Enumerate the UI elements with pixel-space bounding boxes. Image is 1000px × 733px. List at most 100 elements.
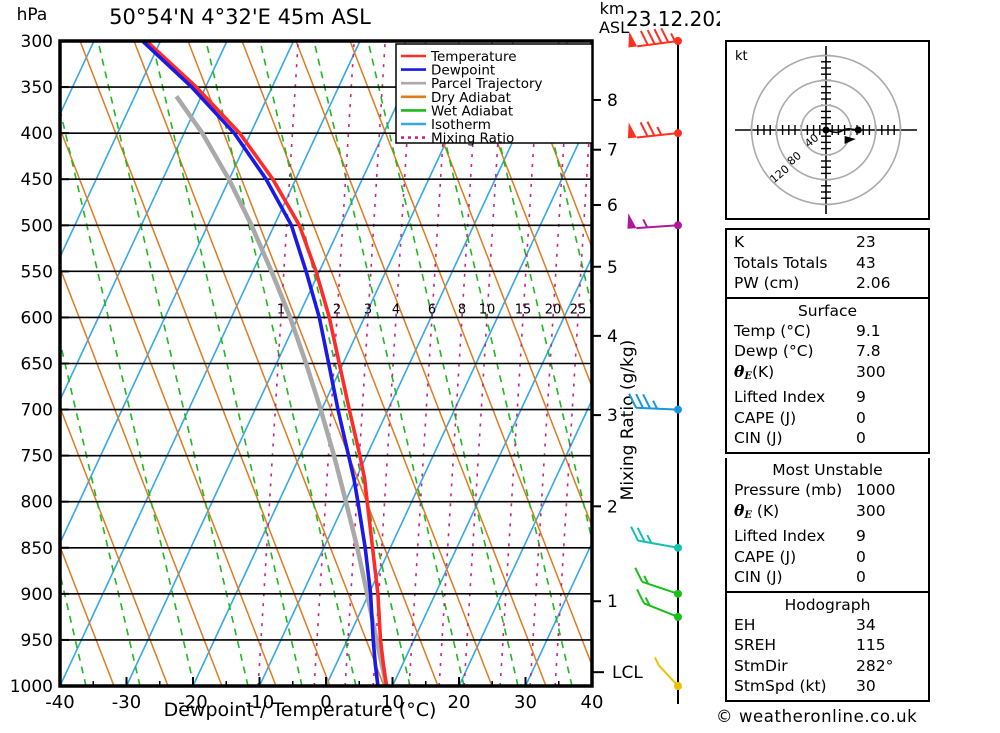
legend-label: Dewpoint bbox=[431, 63, 495, 79]
wind-barb-shaft bbox=[636, 224, 679, 230]
dry-adiabat-line bbox=[511, 41, 592, 250]
surface-row: Temp (°C) 9.1 bbox=[727, 321, 928, 342]
wind-barb-half bbox=[644, 597, 651, 607]
hodograph-stat-row: StmDir 282° bbox=[727, 656, 928, 677]
most-unstable-title: Most Unstable bbox=[772, 461, 883, 479]
mixing-ratio-label: 25 bbox=[570, 302, 587, 317]
km-tick-label: 6 bbox=[607, 196, 618, 216]
pressure-unit-label: hPa bbox=[17, 5, 48, 25]
km-tick-label: 8 bbox=[607, 91, 618, 111]
hodograph-ring-label: 40 bbox=[802, 131, 821, 150]
km-tick-label: 3 bbox=[607, 406, 618, 426]
lcl-label: LCL bbox=[612, 663, 643, 683]
mixing-ratio-axis-title: Mixing Ratio (g/kg) bbox=[618, 340, 638, 501]
pressure-tick-label: 600 bbox=[21, 308, 53, 328]
temperature-tick-label: 40 bbox=[581, 692, 604, 713]
wind-barb bbox=[654, 656, 682, 690]
surface-value: 7.8 bbox=[856, 342, 881, 360]
parcel-trajectory-curve bbox=[174, 95, 389, 686]
wind-barb-pennant bbox=[627, 213, 637, 229]
wind-barb-full bbox=[635, 393, 645, 409]
most-unstable-row: CAPE (J) 0 bbox=[727, 547, 928, 568]
wind-barb-full bbox=[639, 121, 649, 137]
hodograph-origin-marker bbox=[822, 126, 830, 134]
dry-adiabat-line bbox=[60, 405, 169, 686]
most-unstable-label: CAPE (J) bbox=[734, 547, 797, 566]
wind-barb-half bbox=[670, 32, 676, 42]
indices-panel: K 23 Totals Totals 43 PW (cm) 2.06 Surface Te… bbox=[725, 228, 930, 454]
mixing-ratio-label: 3 bbox=[364, 302, 372, 317]
hodograph-ring-label: 120 bbox=[767, 162, 791, 185]
surface-value: 0 bbox=[856, 429, 866, 447]
hodograph-panel: 40 80 120 kt bbox=[725, 40, 930, 220]
most-unstable-label: Lifted Index bbox=[734, 527, 826, 545]
hodograph-storm-motion-arrow bbox=[844, 136, 856, 144]
pressure-tick-label: 550 bbox=[21, 262, 53, 282]
wind-barb-shaft bbox=[658, 664, 679, 687]
pressure-tick-label: 450 bbox=[21, 170, 53, 190]
index-value: 43 bbox=[856, 253, 876, 272]
wind-barb-full bbox=[628, 393, 638, 409]
km-tick-label: 2 bbox=[607, 497, 618, 517]
background-lines-group bbox=[60, 41, 721, 686]
temperature-tick-label: -30 bbox=[112, 692, 141, 713]
mixing-ratio-label: 1 bbox=[277, 302, 285, 317]
pressure-tick-label: 650 bbox=[21, 355, 53, 375]
wind-barb-full bbox=[646, 29, 656, 45]
copyright-credit: © weatheronline.co.uk bbox=[716, 707, 918, 726]
isotherm-line bbox=[458, 398, 592, 686]
mixing-ratio-label: 6 bbox=[428, 302, 436, 317]
wind-barb bbox=[628, 27, 682, 48]
legend-label: Dry Adiabat bbox=[431, 90, 511, 106]
pressure-tick-label: 850 bbox=[21, 539, 53, 559]
legend-label: Wet Adiabat bbox=[431, 103, 513, 119]
legend-label: Temperature bbox=[430, 49, 517, 65]
asl-unit-label: ASL bbox=[599, 18, 629, 37]
wind-barb-shaft bbox=[636, 132, 679, 139]
wind-barb bbox=[636, 588, 682, 621]
wind-barb-shaft bbox=[637, 40, 679, 48]
surface-label: Lifted Index bbox=[734, 388, 826, 406]
mixing-ratio-label: 20 bbox=[545, 302, 562, 317]
most-unstable-value: 0 bbox=[856, 568, 866, 586]
temperature-tick-label: 0 bbox=[320, 692, 331, 713]
surface-value: 9 bbox=[856, 388, 866, 406]
hodograph-stat-label: StmDir bbox=[734, 656, 788, 675]
hodograph-end-marker bbox=[854, 126, 862, 134]
hodograph-stat-value: 34 bbox=[856, 615, 876, 634]
isotherm-line bbox=[60, 41, 162, 259]
temperature-tick-label: 10 bbox=[381, 692, 404, 713]
mixing-ratio-label: 15 bbox=[515, 302, 532, 317]
hodograph-stats-title: Hodograph bbox=[784, 595, 871, 614]
surface-label: CAPE (J) bbox=[734, 408, 797, 427]
dry-adiabat-line bbox=[60, 544, 115, 686]
isotherm-line bbox=[659, 41, 721, 686]
mixing-ratio-label: 2 bbox=[333, 302, 341, 317]
legend-label: Isotherm bbox=[431, 117, 491, 133]
most-unstable-value: 9 bbox=[856, 527, 866, 545]
most-unstable-label: CIN (J) bbox=[734, 568, 783, 586]
pressure-tick-label: 1000 bbox=[10, 677, 53, 697]
pressure-tick-label: 500 bbox=[21, 216, 53, 236]
hodograph-stat-label: StmSpd (kt) bbox=[734, 677, 827, 695]
wet-adiabat-line bbox=[583, 41, 592, 79]
index-value: 2.06 bbox=[856, 274, 891, 292]
hodograph-stat-value: 115 bbox=[856, 636, 886, 654]
hodograph-ring-label: 80 bbox=[785, 149, 804, 168]
temperature-tick-label: -20 bbox=[178, 692, 207, 713]
index-row: Totals Totals 43 bbox=[727, 253, 928, 274]
km-tick-label: 4 bbox=[607, 327, 618, 347]
temperature-curve bbox=[145, 41, 389, 686]
mixing-ratio-label: 4 bbox=[392, 302, 400, 317]
wind-barb-full bbox=[642, 393, 651, 409]
hodograph-ring bbox=[750, 54, 902, 206]
stability-indices-section: K 23 Totals Totals 43 PW (cm) 2.06 bbox=[727, 230, 928, 299]
pressure-tick-label: 350 bbox=[21, 78, 53, 98]
wind-barb-half bbox=[646, 534, 653, 544]
temperature-tick-label: -40 bbox=[45, 692, 74, 713]
datetime-header: 23.12.2022 12GMT (Base: 06) bbox=[626, 7, 720, 31]
hodograph-ring bbox=[775, 79, 877, 181]
legend-label: Parcel Trajectory bbox=[431, 76, 543, 92]
wind-barb-half bbox=[643, 575, 650, 585]
hodograph-unit-label: kt bbox=[735, 49, 748, 64]
